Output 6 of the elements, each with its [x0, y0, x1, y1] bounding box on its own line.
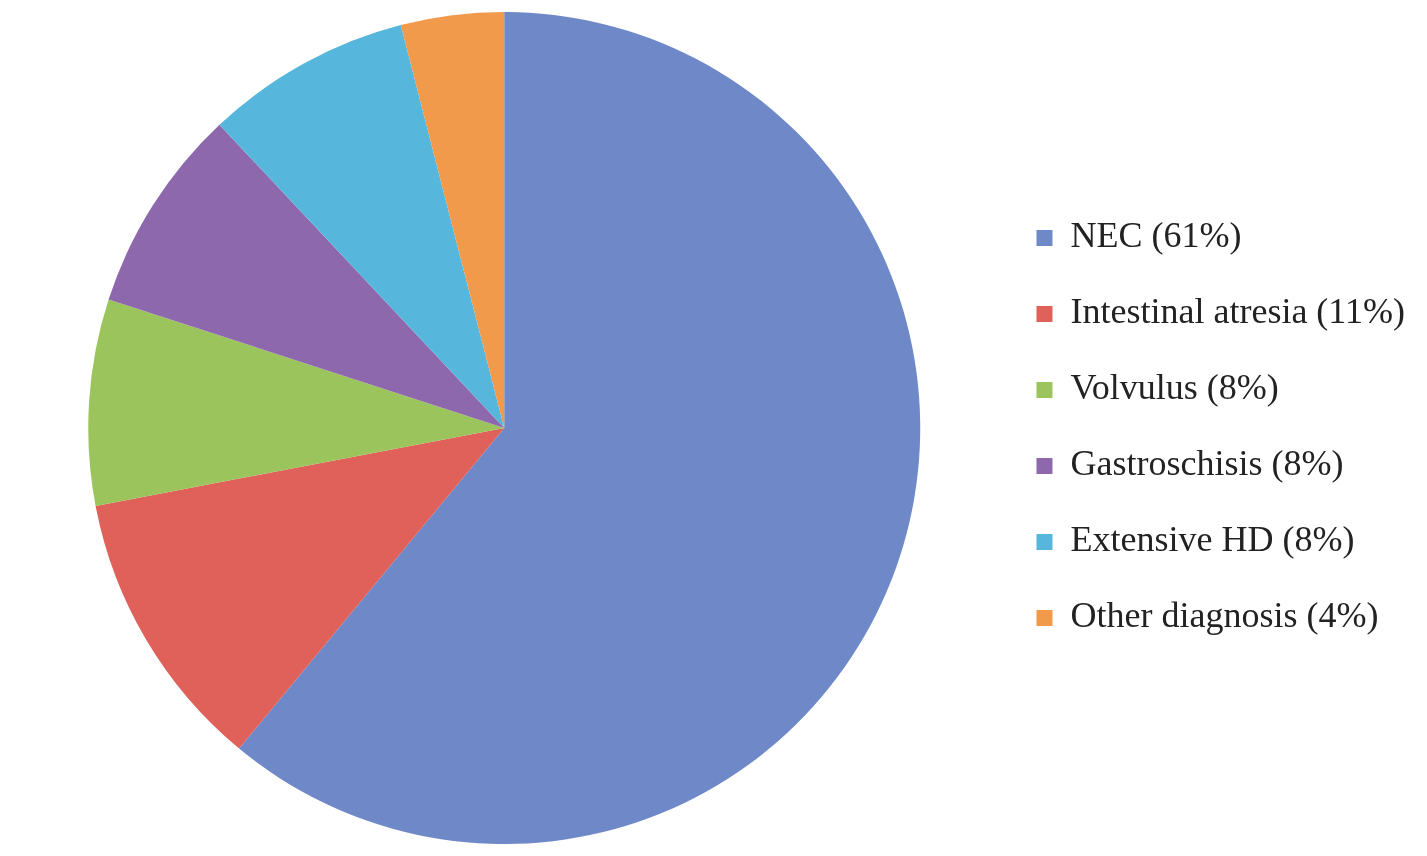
legend-label: Extensive HD (8%): [1070, 519, 1355, 560]
legend-label: Gastroschisis (8%): [1070, 443, 1344, 484]
legend-label: NEC (61%): [1070, 215, 1242, 256]
legend-label: Other diagnosis (4%): [1070, 595, 1379, 636]
legend-label: Volvulus (8%): [1070, 367, 1279, 408]
legend-label: Intestinal atresia (11%): [1070, 291, 1405, 332]
